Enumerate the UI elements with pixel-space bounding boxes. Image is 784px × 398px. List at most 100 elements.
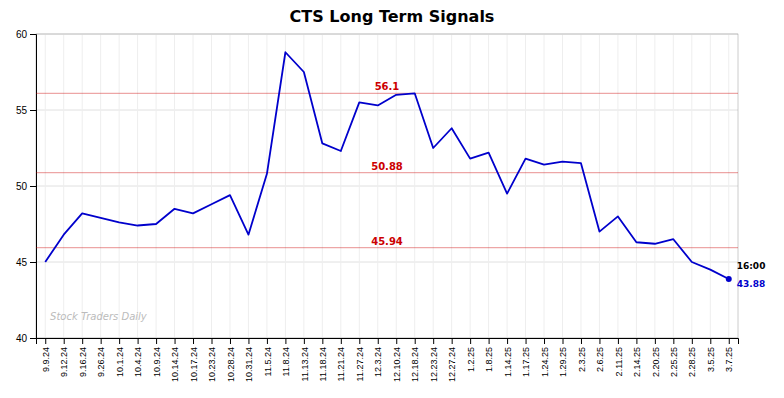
grid-line [710, 34, 711, 338]
tick-label: 45 [16, 257, 28, 268]
tick: 9.9.24 [41, 338, 51, 372]
plot: 40455055609.9.249.12.249.16.249.26.2410.… [16, 29, 766, 382]
tick-mark [526, 338, 527, 344]
tick: 10.1.24 [115, 338, 125, 377]
tick: 2.20.25 [651, 338, 661, 377]
tick: 2.3.25 [577, 338, 587, 372]
tick-mark [673, 338, 674, 344]
tick-mark [101, 338, 102, 344]
tick-mark [507, 338, 508, 344]
chart: CTS Long Term Signals40455055609.9.249.1… [0, 0, 784, 398]
tick-label: 9.9.24 [41, 347, 51, 372]
tick-mark [45, 338, 46, 344]
tick-mark [30, 34, 36, 35]
grid-line [156, 34, 157, 338]
grid-line [63, 34, 64, 338]
grid-line [303, 34, 304, 338]
tick-mark [212, 338, 213, 344]
tick: 12.10.24 [392, 338, 402, 382]
grid-line [433, 34, 434, 338]
tick-label: 3.5.25 [706, 347, 716, 372]
grid-line [229, 34, 230, 338]
reference-line [36, 172, 738, 173]
grid-line [654, 34, 655, 338]
x-axis: 9.9.249.12.249.16.249.26.2410.1.2410.4.2… [37, 338, 739, 382]
end-label: 16:00 [737, 261, 766, 271]
tick-label: 12.23.24 [429, 347, 439, 382]
tick-label: 12.10.24 [392, 347, 402, 382]
tick-mark [156, 338, 157, 344]
grid-line [488, 34, 489, 338]
marks [36, 52, 738, 282]
tick-label: 10.23.24 [207, 347, 217, 382]
tick-mark [544, 338, 545, 344]
tick: 12.27.24 [447, 338, 457, 382]
tick-label: 10.1.24 [115, 347, 125, 377]
tick-label: 11.27.24 [355, 347, 365, 381]
tick-label: 11.13.24 [300, 347, 310, 381]
reference-line [36, 93, 738, 94]
tick-mark [415, 338, 416, 344]
tick-label: 10.17.24 [189, 347, 199, 382]
tick-mark [30, 110, 36, 111]
grid-line [266, 34, 267, 338]
tick-label: 11.5.24 [263, 347, 273, 376]
tick-mark [119, 338, 120, 344]
grid-line [580, 34, 581, 338]
tick-mark [248, 338, 249, 344]
tick-label: 40 [16, 333, 28, 344]
grid-line [82, 34, 83, 338]
tick-label: 60 [16, 29, 28, 40]
tick-mark [655, 338, 656, 344]
grid-line [137, 34, 138, 338]
tick-label: 1.29.25 [558, 347, 568, 377]
tick: 9.26.24 [96, 338, 106, 377]
tick-mark [359, 338, 360, 344]
tick: 55 [16, 105, 36, 116]
grid-line [285, 34, 286, 338]
tick-mark [341, 338, 342, 344]
tick-label: 50 [16, 181, 28, 192]
grid-line [673, 34, 674, 338]
plot-frame [36, 34, 738, 338]
tick: 11.5.24 [263, 338, 273, 376]
tick-label: 55 [16, 105, 28, 116]
grid-line [525, 34, 526, 338]
y-axis: 40 45 50 55 60 [16, 29, 37, 344]
tick-label: 1.17.25 [521, 347, 531, 377]
tick: 9.16.24 [78, 338, 88, 377]
tick: 10.28.24 [226, 338, 236, 382]
tick-label: 12.27.24 [447, 347, 457, 382]
tick: 3.7.25 [724, 338, 734, 372]
tick: 12.3.24 [373, 338, 383, 377]
tick-mark [30, 262, 36, 263]
grid-line [599, 34, 600, 338]
tick-mark [304, 338, 305, 344]
tick-mark [636, 338, 637, 344]
tick: 10.4.24 [133, 338, 143, 377]
tick: 12.23.24 [429, 338, 439, 382]
tick-mark [692, 338, 693, 344]
axis-domain [30, 35, 37, 339]
tick: 10.23.24 [207, 338, 217, 382]
tick-label: 1.2.25 [466, 347, 476, 372]
tick-mark [285, 338, 286, 344]
tick-label: 2.25.25 [669, 347, 679, 377]
tick-label: 2.20.25 [651, 347, 661, 377]
tick-label: 2.11.25 [614, 347, 624, 376]
tick-label: 11.21.24 [336, 347, 346, 381]
grid-line [414, 34, 415, 338]
grid-line [340, 34, 341, 338]
tick-mark [64, 338, 65, 344]
reference-line [36, 247, 738, 248]
grid-line [451, 34, 452, 338]
grid-line [36, 262, 738, 263]
grid-line [359, 34, 360, 338]
tick-label: 2.3.25 [577, 347, 587, 372]
reference-label: 45.94 [371, 236, 403, 247]
tick: 60 [16, 29, 36, 40]
grid-line [377, 34, 378, 338]
tick-label: 2.28.25 [687, 347, 697, 377]
tick: 11.27.24 [355, 338, 365, 381]
tick: 2.28.25 [687, 338, 697, 377]
